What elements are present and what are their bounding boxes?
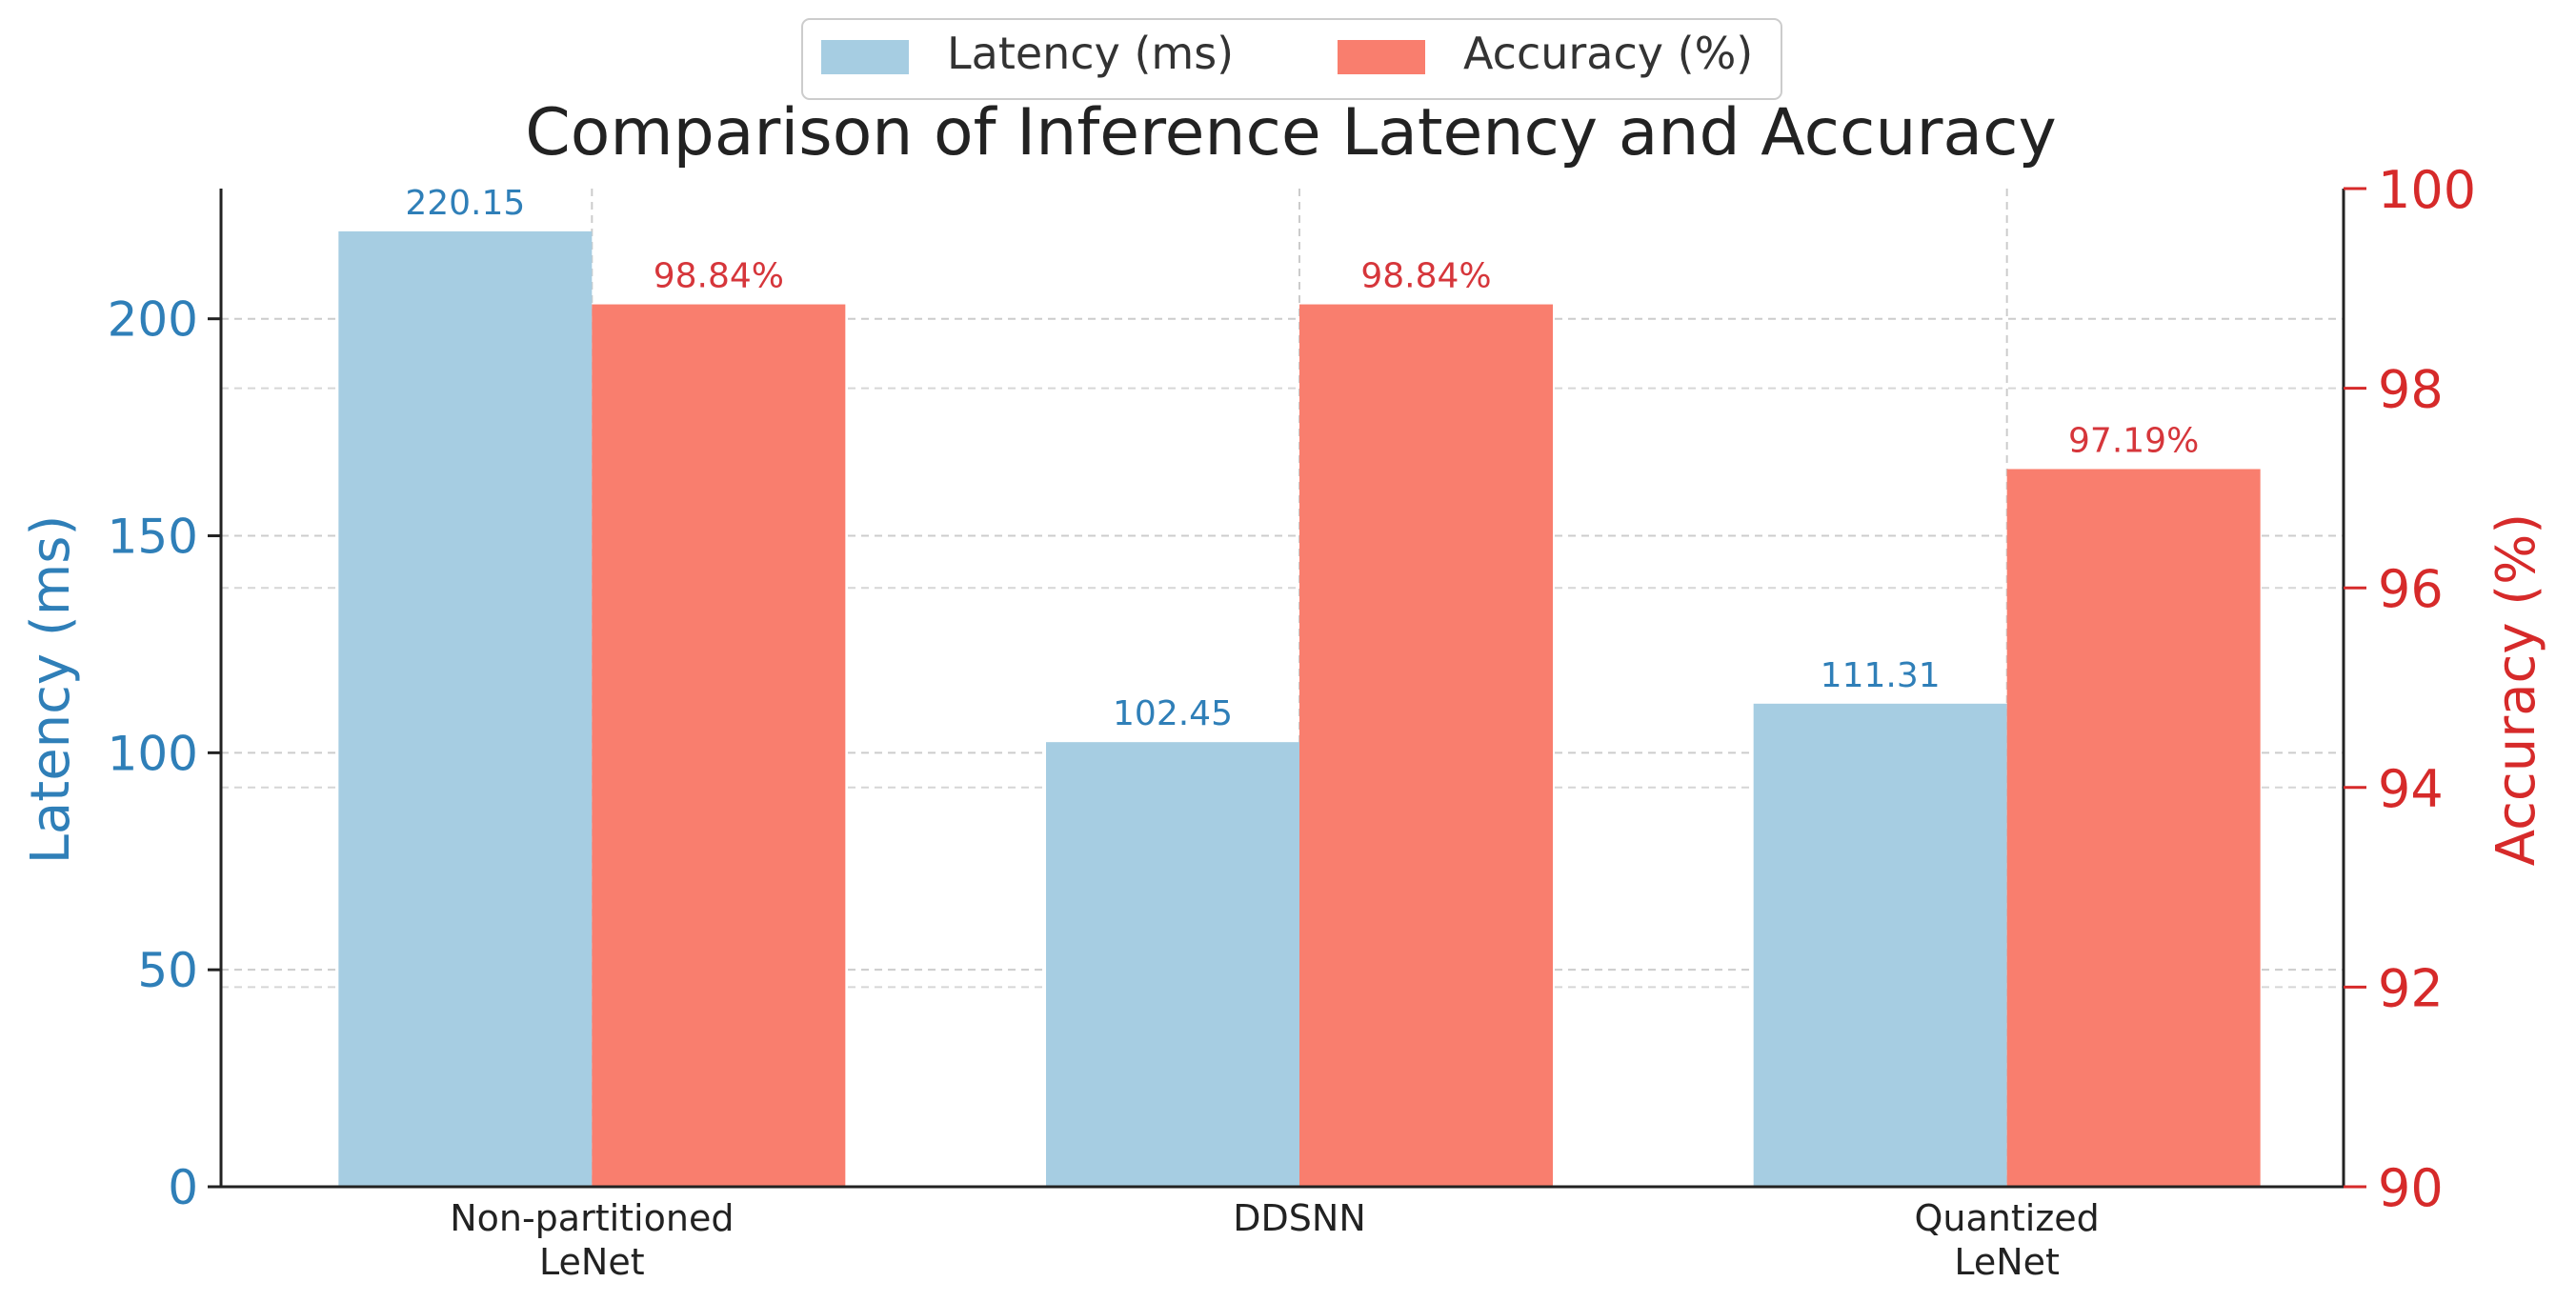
bars [338,230,2261,1188]
y-left-tick-label: 100 [108,726,198,781]
y-left-tick-label: 50 [137,943,198,998]
legend: Latency (ms) Accuracy (%) [801,18,1782,100]
y-right-tick-label: 90 [2378,1158,2444,1218]
data-label-accuracy: 97.19% [2068,421,2199,460]
x-tick-label: Non-partitioned LeNet [450,1197,734,1283]
y-right-tick-label: 92 [2378,958,2444,1018]
x-tick-label-line: LeNet [539,1241,645,1283]
bar-accuracy [592,304,846,1187]
bar-latency [338,230,593,1188]
data-label-latency: 220.15 [405,184,525,223]
x-tick-label: Quantized LeNet [1915,1197,2100,1283]
y-right-tick-label: 98 [2378,360,2444,420]
x-tick-label-line: LeNet [1954,1241,2060,1283]
y-left-tick-label: 150 [108,510,198,565]
x-tick-label: DDSNN [1233,1197,1366,1239]
axes: 0 50 100 150 200 90 92 94 96 98 100 Non-partitioned… [108,160,2477,1283]
y-axis-right-label: Accuracy (%) [2485,513,2547,866]
bar-accuracy [2006,469,2261,1187]
value-labels: 220.15 98.84% 102.45 98.84% 111.31 97.19% [405,184,2199,733]
legend-label-latency: Latency (ms) [947,28,1234,79]
y-left-tick-label: 200 [108,292,198,348]
legend-swatch-latency [821,40,909,74]
bar-latency [1753,703,2007,1187]
data-label-accuracy: 98.84% [1360,257,1491,296]
legend-label-accuracy: Accuracy (%) [1463,28,1753,79]
y-axis-left-label: Latency (ms) [20,515,82,865]
y-right-tick-label: 94 [2378,759,2444,819]
x-tick-label-line: Quantized [1915,1197,2100,1239]
y-right-tick-label: 100 [2378,160,2476,220]
bar-latency [1046,742,1299,1187]
data-label-latency: 102.45 [1113,694,1233,733]
legend-swatch-accuracy [1338,40,1425,74]
legend-box [801,18,1782,100]
x-tick-label-line: Non-partitioned [450,1197,734,1239]
chart-title: Comparison of Inference Latency and Accu… [525,95,2056,170]
y-left-tick-label: 0 [168,1160,198,1215]
y-right-tick-label: 96 [2378,559,2444,619]
data-label-latency: 111.31 [1821,656,1941,695]
bar-accuracy [1299,304,1553,1187]
data-label-accuracy: 98.84% [654,257,784,296]
x-tick-label-line: DDSNN [1233,1197,1366,1239]
